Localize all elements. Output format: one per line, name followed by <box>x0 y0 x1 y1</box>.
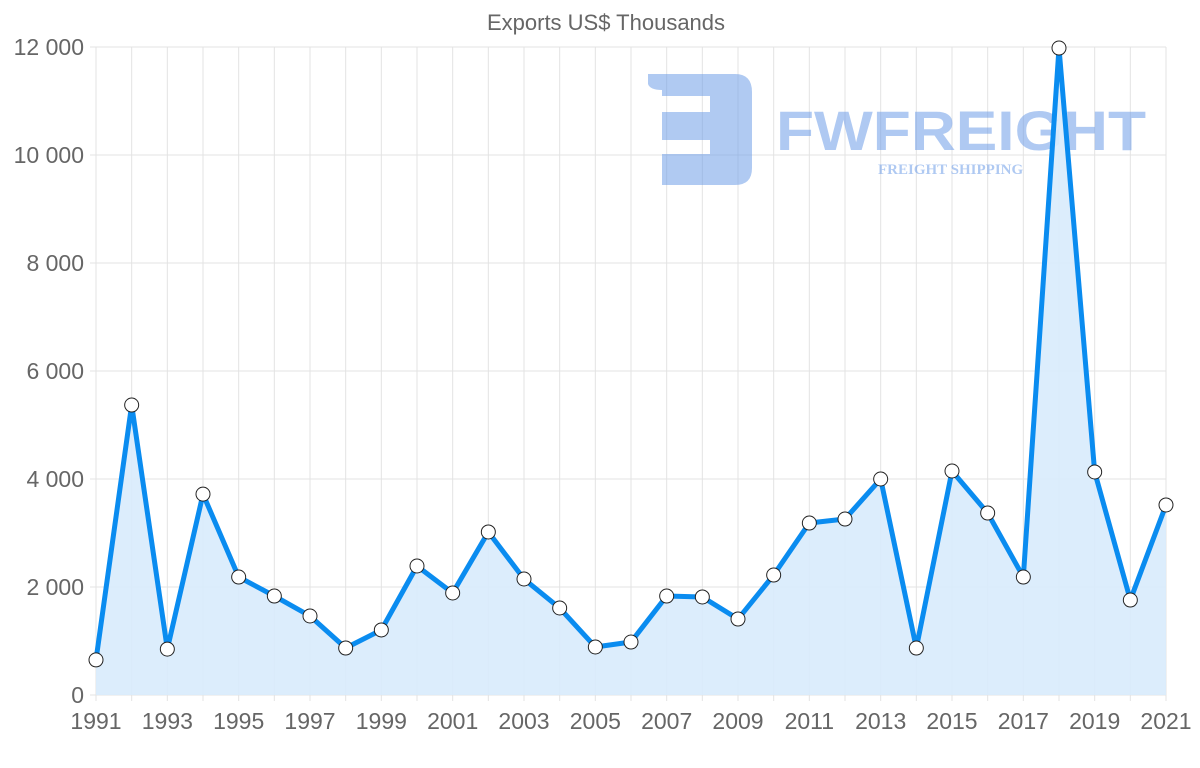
data-point[interactable] <box>231 569 247 585</box>
x-tick-label: 2013 <box>855 708 906 734</box>
data-point[interactable] <box>1015 569 1031 585</box>
data-point[interactable] <box>409 558 425 574</box>
data-point[interactable] <box>480 524 496 540</box>
logo-mark-icon <box>648 74 752 185</box>
data-point[interactable] <box>266 588 282 604</box>
x-tick-label: 2015 <box>926 708 977 734</box>
data-point[interactable] <box>552 600 568 616</box>
y-tick-label: 10 000 <box>14 142 84 168</box>
x-axis-ticks: 1991 1993 1995 1997 1999 2001 2003 2005 2007 2009… <box>70 708 1191 734</box>
data-point[interactable] <box>373 622 389 638</box>
y-axis-ticks: 0 2 000 4 000 6 000 8 000 10 000 12 000 <box>14 34 84 708</box>
data-point[interactable] <box>873 471 889 487</box>
data-point[interactable] <box>587 639 603 655</box>
y-tick-label: 6 000 <box>26 358 84 384</box>
x-tick-label: 2001 <box>427 708 478 734</box>
data-point[interactable] <box>659 588 675 604</box>
x-tick-label: 2011 <box>785 708 834 734</box>
x-tick-label: 2017 <box>998 708 1049 734</box>
x-tick-label: 1991 <box>70 708 121 734</box>
fwfreight-watermark-logo: FWFREIGHT FREIGHT SHIPPING <box>648 74 1146 185</box>
data-point[interactable] <box>801 515 817 531</box>
chart-title: Exports US$ Thousands <box>487 10 725 35</box>
data-point[interactable] <box>694 589 710 605</box>
series-area <box>96 48 1166 695</box>
data-point[interactable] <box>1158 497 1174 513</box>
data-point[interactable] <box>1122 592 1138 608</box>
data-point[interactable] <box>88 652 104 668</box>
data-point[interactable] <box>1051 40 1067 56</box>
y-tick-label: 2 000 <box>26 574 84 600</box>
watermark-brand: FWFREIGHT <box>776 99 1146 162</box>
data-point[interactable] <box>195 486 211 502</box>
x-tick-label: 2009 <box>712 708 763 734</box>
data-point[interactable] <box>908 640 924 656</box>
data-point[interactable] <box>302 608 318 624</box>
y-tick-label: 8 000 <box>26 250 84 276</box>
x-tick-label: 1999 <box>356 708 407 734</box>
data-point[interactable] <box>159 641 175 657</box>
x-tick-label: 2019 <box>1069 708 1120 734</box>
data-point[interactable] <box>980 505 996 521</box>
y-tick-label: 0 <box>71 682 84 708</box>
x-tick-label: 1995 <box>213 708 264 734</box>
series-layer <box>88 40 1174 695</box>
x-tick-label: 2007 <box>641 708 692 734</box>
watermark-tagline: FREIGHT SHIPPING <box>878 162 1023 178</box>
data-point[interactable] <box>1087 464 1103 480</box>
y-tick-label: 4 000 <box>26 466 84 492</box>
x-tick-label: 1993 <box>142 708 193 734</box>
data-point[interactable] <box>338 640 354 656</box>
data-point[interactable] <box>944 463 960 479</box>
x-tick-label: 2021 <box>1140 708 1191 734</box>
data-point[interactable] <box>730 611 746 627</box>
x-tick-label: 2005 <box>570 708 621 734</box>
x-tick-label: 1997 <box>284 708 335 734</box>
data-point[interactable] <box>445 585 461 601</box>
data-point[interactable] <box>837 511 853 527</box>
data-point[interactable] <box>623 634 639 650</box>
x-tick-label: 2003 <box>498 708 549 734</box>
data-point[interactable] <box>766 567 782 583</box>
y-tick-label: 12 000 <box>14 34 84 60</box>
data-point[interactable] <box>124 397 140 413</box>
data-point[interactable] <box>516 571 532 587</box>
